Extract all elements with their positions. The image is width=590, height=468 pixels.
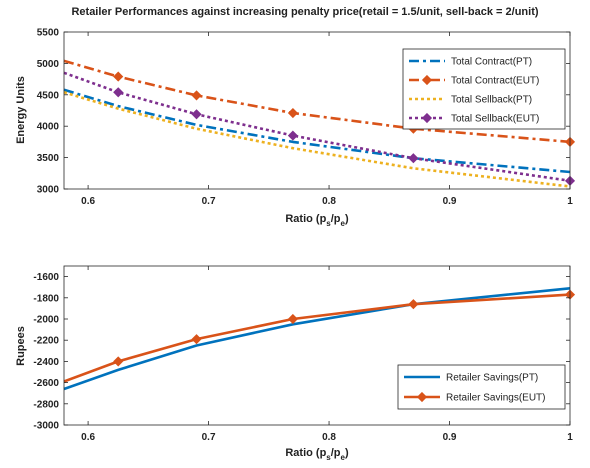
rupees-ylabel: Rupees <box>15 326 27 366</box>
energy-plot-box <box>63 31 571 190</box>
rupees-panel: 0.6 0.7 0.8 0.9 1 -3000 -2800 -2600 -2400 -2200 -2… <box>15 265 576 462</box>
energy-series-4-point <box>113 87 124 98</box>
energy-legend-box <box>402 48 566 130</box>
rupees-series-2-point <box>287 313 298 325</box>
energy-xtick-label: 0.6 <box>81 196 95 207</box>
energy-legend-label: Total Sellback(EUT) <box>451 114 539 125</box>
energy-legend-label: Total Contract(EUT) <box>451 76 539 87</box>
energy-series-line-3 <box>63 91 571 188</box>
rupees-xtick-label: 1 <box>567 432 573 443</box>
rupees-series-2-point <box>113 356 124 367</box>
energy-xtick-label: 1 <box>567 196 573 207</box>
rupees-xtick-label: 0.8 <box>322 432 336 443</box>
rupees-ytick-label: -2000 <box>33 315 59 326</box>
rupees-ytick-label: -2600 <box>33 378 59 389</box>
rupees-legend: Retailer Savings(PT) Retailer Savings(EUT… <box>397 364 566 410</box>
chart-title: Retailer Performances against increasing… <box>71 6 538 18</box>
energy-ytick-label: 4500 <box>37 90 60 101</box>
energy-series-2-point <box>113 71 124 82</box>
rupees-xtick-label: 0.6 <box>81 432 95 443</box>
rupees-legend-marker <box>416 391 428 403</box>
energy-legend-label: Total Contract(PT) <box>451 57 532 68</box>
energy-xtick-label: 0.9 <box>443 196 457 207</box>
energy-xtick-label: 0.8 <box>322 196 336 207</box>
rupees-ticks: 0.6 0.7 0.8 0.9 1 -3000 -2800 -2600 -2400 -2200 -2… <box>33 266 573 443</box>
energy-legend-marker <box>421 74 433 86</box>
rupees-series-2-point <box>408 299 419 310</box>
rupees-ytick-label: -1600 <box>33 272 59 283</box>
energy-legend-marker <box>421 112 433 124</box>
energy-xlabel: Ratio (ps/pe) <box>285 213 349 228</box>
energy-series-line-4 <box>63 71 571 183</box>
energy-ytick-label: 4000 <box>37 122 60 133</box>
rupees-legend-label: Retailer Savings(PT) <box>446 373 538 384</box>
energy-units-panel: 0.6 0.7 0.8 0.9 1 3000 3500 4000 4500 5000 5500 En… <box>15 28 576 228</box>
energy-series-4-point <box>287 130 298 141</box>
energy-series-2-point <box>287 107 298 119</box>
rupees-ytick-label: -2400 <box>33 357 59 368</box>
rupees-series-line-2 <box>63 293 571 383</box>
rupees-series-lines <box>63 287 576 391</box>
rupees-series-2-point <box>191 334 202 345</box>
energy-ytick-label: 5000 <box>37 59 60 70</box>
energy-ylabel: Energy Units <box>15 76 27 144</box>
energy-legend: Total Contract(PT) Total Contract(EUT) Tot… <box>402 48 566 130</box>
rupees-ytick-label: -2200 <box>33 336 59 347</box>
energy-series-4-point <box>408 153 419 164</box>
energy-ytick-label: 3000 <box>37 185 60 196</box>
rupees-ytick-label: -3000 <box>33 421 59 432</box>
rupees-xtick-label: 0.9 <box>443 432 457 443</box>
rupees-legend-label: Retailer Savings(EUT) <box>446 393 545 404</box>
energy-series-2-point <box>191 90 202 101</box>
energy-xtick-label: 0.7 <box>202 196 216 207</box>
energy-series-line-2 <box>63 59 571 144</box>
energy-ytick-label: 3500 <box>37 153 60 164</box>
rupees-plot-box <box>63 265 571 426</box>
energy-ticks: 0.6 0.7 0.8 0.9 1 3000 3500 4000 4500 5000 5500 <box>37 28 573 208</box>
energy-legend-label: Total Sellback(PT) <box>451 95 532 106</box>
energy-series-4-point <box>191 109 202 120</box>
energy-series-lines <box>63 59 576 188</box>
rupees-xlabel: Ratio (ps/pe) <box>285 447 349 462</box>
energy-series-line-1 <box>63 88 571 174</box>
rupees-xtick-label: 0.7 <box>202 432 216 443</box>
rupees-ytick-label: -2800 <box>33 399 59 410</box>
rupees-ytick-label: -1800 <box>33 293 59 304</box>
energy-ytick-label: 5500 <box>37 28 60 39</box>
rupees-legend-box <box>397 364 566 410</box>
